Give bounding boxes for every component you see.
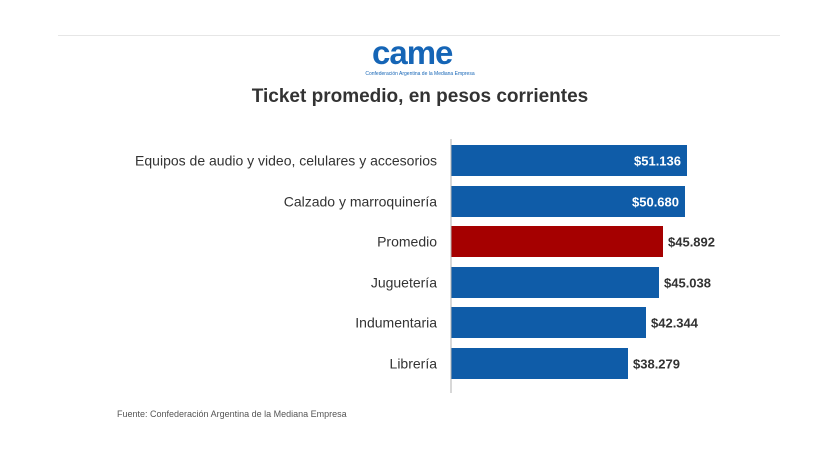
came-logo: came Confederación Argentina de la Media…: [362, 36, 478, 82]
logo-wordmark: came: [372, 34, 453, 71]
category-label-calzado-y-marroquineria: Calzado y marroquinería: [284, 194, 438, 210]
value-label-equipos-de-audio-y-video-celulares-y-accesorios: $51.136: [634, 154, 681, 169]
bar-libreria: [451, 348, 628, 379]
value-label-libreria: $38.279: [633, 357, 680, 372]
bar-jugueteria: [451, 267, 659, 298]
bar-promedio: [451, 226, 663, 257]
bars-layer: Equipos de audio y video, celulares y ac…: [135, 139, 715, 393]
bar-calzado-y-marroquineria: [451, 186, 685, 217]
category-label-libreria: Librería: [390, 356, 438, 372]
value-label-promedio: $45.892: [668, 235, 715, 250]
value-label-calzado-y-marroquineria: $50.680: [632, 195, 679, 210]
category-label-indumentaria: Indumentaria: [355, 315, 437, 331]
value-label-indumentaria: $42.344: [651, 316, 699, 331]
bar-equipos-de-audio-y-video-celulares-y-accesorios: [451, 145, 687, 176]
bar-indumentaria: [451, 307, 646, 338]
category-label-jugueteria: Juguetería: [371, 275, 437, 291]
value-label-jugueteria: $45.038: [664, 276, 711, 291]
top-divider: [58, 35, 780, 36]
category-label-equipos-de-audio-y-video-celulares-y-accesorios: Equipos de audio y video, celulares y ac…: [135, 153, 437, 169]
source-note: Fuente: Confederación Argentina de la Me…: [117, 409, 347, 419]
chart-title: Ticket promedio, en pesos corrientes: [251, 86, 589, 107]
category-label-promedio: Promedio: [377, 234, 437, 250]
logo-subtitle: Confederación Argentina de la Mediana Em…: [365, 71, 475, 77]
